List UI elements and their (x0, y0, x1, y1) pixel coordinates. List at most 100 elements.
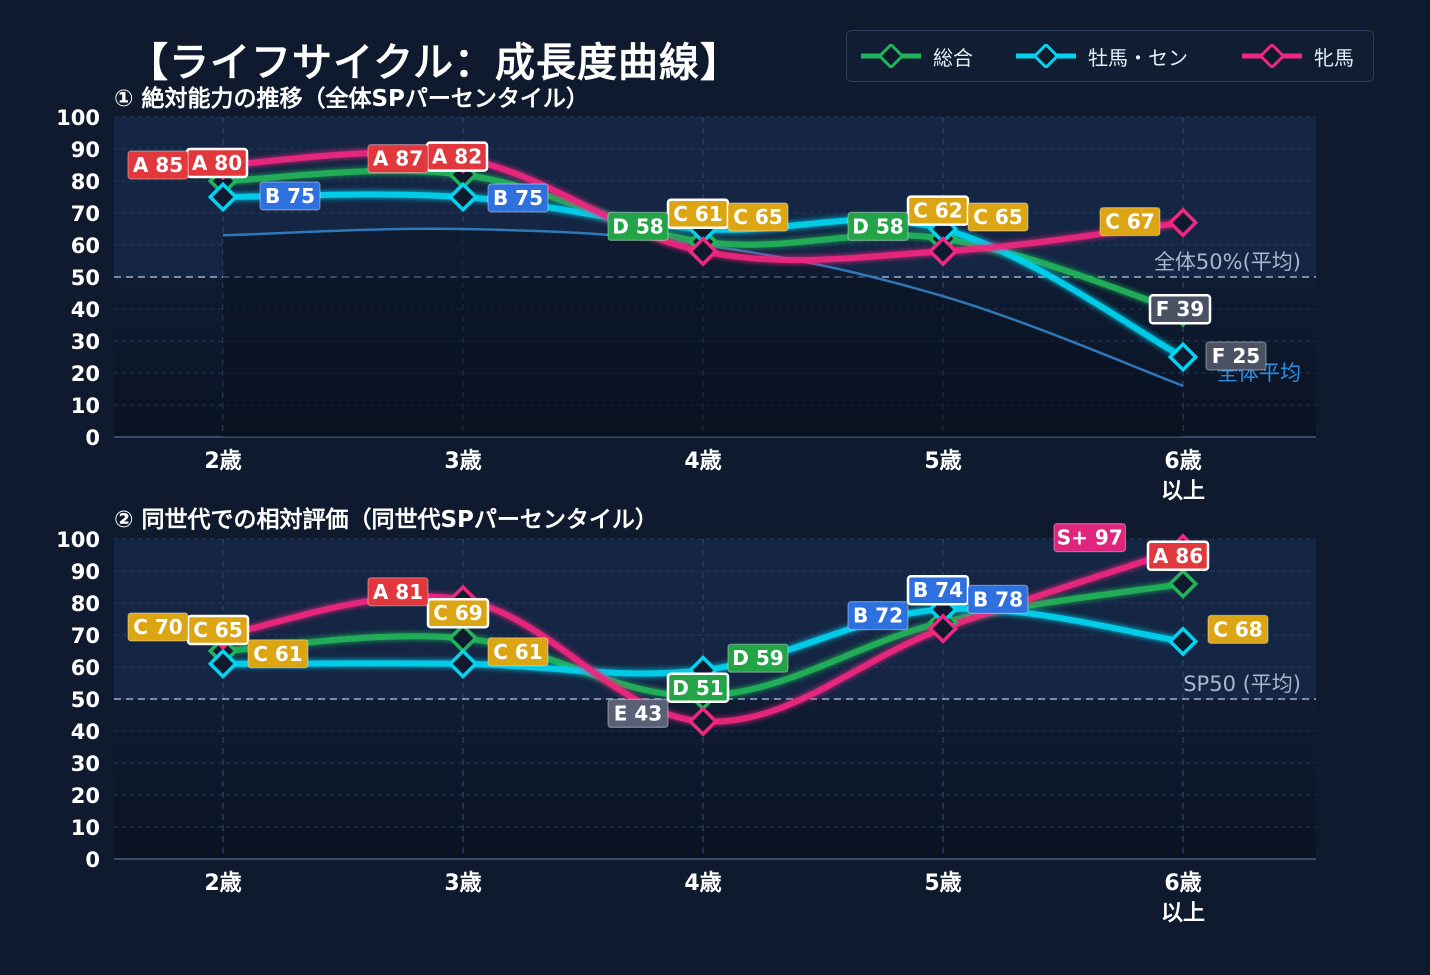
panel1-ytick-label: 80 (71, 170, 100, 194)
panel2-data-label-s1-p5: A 86 (1146, 540, 1210, 572)
panel2-ytick-label: 50 (71, 688, 100, 712)
panel2-data-label-s2-p2-text: C 61 (493, 640, 542, 664)
panel2-data-label-s1-p1-text: C 65 (193, 618, 242, 642)
panel2-reference-label: SP50 (平均) (1183, 672, 1301, 696)
panel2-data-label-s2-p3-box (727, 643, 789, 673)
panel1-data-label-s3-p1-box (127, 150, 189, 180)
legend-marker-female (1242, 44, 1302, 68)
panel1-data-label-s1-p2: A 82 (425, 141, 489, 172)
panel2-data-label-s1-p5-text: A 86 (1153, 544, 1203, 568)
panel1-marker-s3-p3 (687, 236, 719, 267)
panel2-data-label-s3-p1-box (127, 612, 189, 642)
panel2-xtick-label: 4歳 (684, 871, 721, 896)
panel2-data-label-s3-p5-text: S+ 97 (1057, 526, 1123, 550)
panel1-ytick-label: 70 (71, 202, 100, 226)
panel1-data-label-s3-p3-text: D 58 (612, 214, 663, 238)
panel2-marker-s2-p5 (1167, 626, 1199, 657)
panel2-data-label-s3-p4-box (847, 600, 909, 631)
panel1-data-label-s2-p3-box (727, 202, 789, 232)
panel1-ytick-label: 20 (71, 362, 100, 386)
panel1-data-label-s2-p4: C 65 (967, 202, 1029, 232)
panel1-data-label-s3-p3: D 58 (607, 211, 669, 241)
panel1-data-label-s2-p1-box (259, 181, 321, 211)
panel1-data-label-s1-p2-text: A 82 (432, 145, 482, 169)
panel1-data-label-s1-p3-text: C 61 (673, 202, 722, 226)
panel1-marker-s3-p5 (1167, 207, 1199, 238)
panel2-marker-s1-p2 (447, 622, 479, 654)
panel1-data-label-s3-p2: A 87 (367, 144, 429, 174)
panel1-data-label-s2-p2-text: B 75 (493, 186, 543, 210)
panel2-data-label-s3-p2: A 81 (367, 577, 429, 607)
panel2-ytick-label: 40 (71, 720, 100, 744)
panel2-data-label-s1-p5-box (1146, 540, 1210, 572)
panel1-ytick-label: 60 (71, 234, 100, 258)
panel1-data-label-s1-p4: C 62 (906, 195, 970, 226)
legend-item-female: 牝馬 (1240, 31, 1354, 81)
panel2-data-label-s3-p5: S+ 97 (1053, 522, 1127, 553)
panel2-ytick-label: 20 (71, 784, 100, 808)
panel1-data-label-s3-p5-text: C 67 (1105, 210, 1154, 234)
panel1-data-label-s2-p1-text: B 75 (265, 184, 315, 208)
panel2-data-label-s1-p4: B 74 (906, 574, 970, 606)
panel2-ytick-label: 70 (71, 624, 100, 648)
panel2-xtick-label: 6歳 (1164, 871, 1201, 896)
panel2-data-label-s3-p2-text: A 81 (373, 580, 423, 604)
panel1-data-label-s1-p4-text: C 62 (913, 199, 962, 223)
panel2-data-label-s3-p1-text: C 70 (133, 615, 182, 639)
panel2-data-label-s3-p3-box (607, 698, 669, 729)
legend: 総合 牡馬・セン 牝馬 (846, 30, 1374, 82)
legend-item-overall: 総合 (859, 31, 973, 81)
panel1-data-label-s3-p4-text: D 58 (852, 214, 903, 238)
legend-marker-male (1016, 44, 1076, 68)
panel1-data-label-s2-p3-text: C 65 (733, 205, 782, 229)
panel2-marker-s2-p1 (207, 648, 239, 680)
panel2-data-label-s2-p3-text: D 59 (732, 646, 783, 670)
panel2-ytick-label: 10 (71, 816, 100, 840)
panel1-data-label-s3-p1: A 85 (127, 150, 189, 180)
panel2-data-label-s3-p3: E 43 (607, 698, 669, 729)
panel2-data-label-s1-p4-text: B 74 (913, 578, 963, 602)
panel1-data-label-s3-p5: C 67 (1099, 207, 1161, 237)
panel2-data-label-s2-p2: C 61 (487, 637, 549, 667)
panel1-marker-s3-p4 (927, 236, 959, 267)
panel1-xtick-label: 3歳 (444, 449, 481, 474)
panel2-data-label-s2-p5-text: C 68 (1213, 617, 1262, 641)
panel1-data-label-s2-p2: B 75 (487, 183, 549, 213)
panel2-xtick-label: 2歳 (204, 871, 241, 896)
panel2-data-label-s1-p2: C 69 (426, 597, 490, 629)
panel2-ytick-label: 90 (71, 560, 100, 584)
panel2-ytick-label: 100 (56, 528, 100, 552)
panel1-data-label-s2-p3: C 65 (727, 202, 789, 232)
panel2-xtick-label: 3歳 (444, 871, 481, 896)
panel1-xtick-label: 以上 (1161, 479, 1205, 504)
panel2-data-label-s3-p2-box (367, 577, 429, 607)
panel1-marker-s2-p5 (1167, 341, 1199, 373)
panel2-data-label-s2-p4: B 78 (967, 584, 1029, 615)
panel2-xtick-label: 5歳 (924, 871, 961, 896)
panel2-marker-s3-p3 (687, 706, 719, 737)
panel1-data-label-s3-p2-box (367, 144, 429, 174)
panel1-marker-s2-p2 (447, 181, 479, 213)
panel1-data-label-s1-p3: C 61 (666, 198, 730, 230)
panel2-data-label-s2-p2-box (487, 637, 549, 667)
panel1-ytick-label: 50 (71, 266, 100, 290)
panel2-data-label-s3-p3-text: E 43 (614, 701, 662, 725)
panel2-data-label-s3-p5-box (1053, 522, 1127, 553)
panel2-ytick-label: 0 (85, 848, 100, 872)
legend-marker-overall (861, 44, 921, 68)
panel1-ytick-label: 30 (71, 330, 100, 354)
panel1-data-label-s3-p5-box (1099, 207, 1161, 237)
panel1-data-label-s3-p4-box (847, 211, 909, 241)
panel2-data-label-s2-p3: D 59 (727, 643, 789, 673)
panel1-data-label-s2-p1: B 75 (259, 181, 321, 211)
panel2-data-label-s2-p5-box (1207, 614, 1269, 645)
panel1-data-label-s1-p5: F 39 (1148, 293, 1212, 325)
panel1-marker-s2-p1 (207, 181, 239, 213)
panel1-ytick-label: 10 (71, 394, 100, 418)
panel1-data-label-s2-p4-box (967, 202, 1029, 232)
panel1-ytick-label: 90 (71, 138, 100, 162)
panel1-xtick-label: 4歳 (684, 449, 721, 474)
panel1-xtick-label: 5歳 (924, 449, 961, 474)
panel1-data-label-s2-p2-box (487, 183, 549, 213)
